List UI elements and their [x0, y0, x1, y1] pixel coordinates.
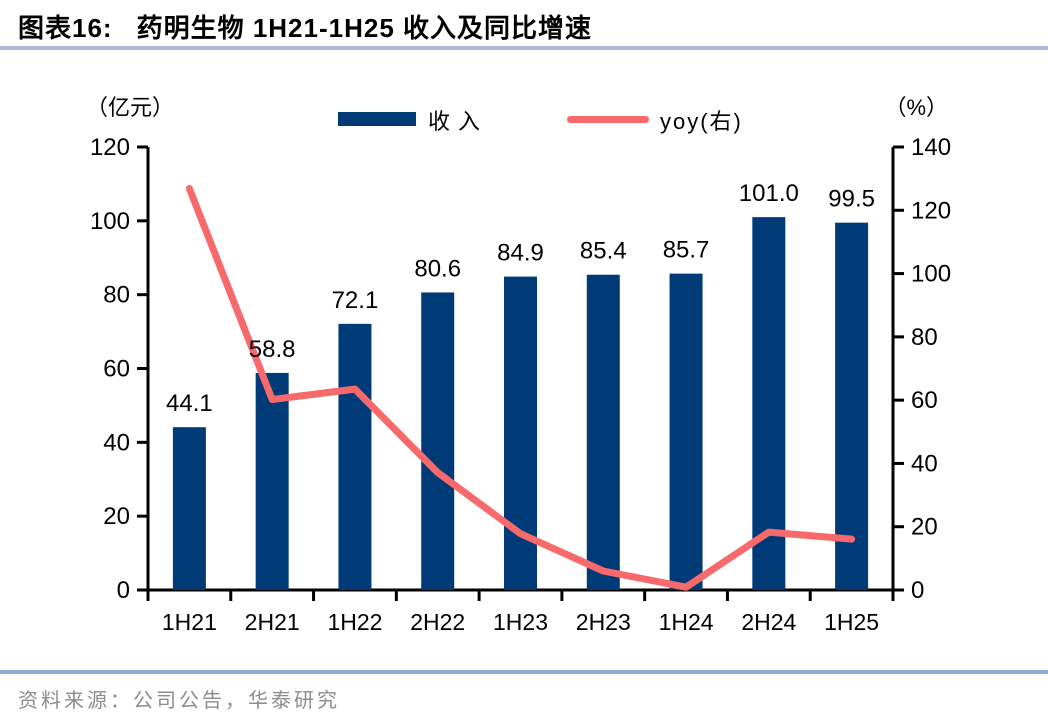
left-axis-tick-label: 20 [103, 503, 130, 530]
right-axis-tick-label: 60 [911, 387, 938, 414]
bar-value-label: 85.7 [663, 237, 710, 264]
right-axis-tick-label: 120 [911, 197, 951, 224]
revenue-bar [421, 292, 455, 590]
right-axis-tick-label: 100 [911, 261, 951, 288]
revenue-bar [835, 222, 869, 590]
revenue-bar [752, 217, 786, 590]
right-axis-tick-label: 80 [911, 324, 938, 351]
figure-title-text: 药明生物 1H21-1H25 收入及同比增速 [136, 13, 593, 43]
x-axis-label: 1H25 [824, 609, 879, 635]
left-axis-tick-label: 40 [103, 429, 130, 456]
revenue-bar [338, 323, 372, 590]
bar-value-label: 58.8 [249, 336, 296, 363]
x-axis-label: 2H23 [576, 609, 631, 635]
x-axis-label: 2H24 [741, 609, 796, 635]
right-axis-unit-label: （%） [884, 95, 948, 120]
bar-value-label: 85.4 [580, 238, 627, 265]
revenue-bar [255, 372, 289, 590]
left-axis-tick-label: 60 [103, 356, 130, 383]
left-axis-tick-label: 0 [117, 577, 130, 604]
x-axis-label: 1H24 [659, 609, 714, 635]
x-axis-label: 2H22 [410, 609, 465, 635]
revenue-bar [586, 274, 620, 590]
title-divider [0, 46, 1048, 50]
x-axis-label: 1H22 [327, 609, 382, 635]
bar-value-label: 44.1 [166, 390, 213, 417]
right-axis-tick-label: 40 [911, 450, 938, 477]
right-axis-tick-label: 140 [911, 134, 951, 161]
revenue-bar [504, 276, 537, 590]
left-axis-tick-label: 120 [90, 134, 130, 161]
yoy-line [185, 185, 856, 591]
source-note: 资料来源：公司公告，华泰研究 [18, 690, 340, 712]
bar-value-label: 101.0 [739, 180, 799, 207]
chart-legend: 收入 yoy(右) [0, 100, 1048, 134]
figure-number-label: 图表16: [18, 13, 113, 43]
yoy-legend-label: yoy(右) [660, 109, 743, 134]
revenue-legend-swatch [338, 112, 416, 126]
left-axis-unit-label: （亿元） [86, 95, 175, 120]
right-axis-tick-label: 0 [911, 577, 924, 604]
footer-divider [0, 670, 1048, 674]
revenue-bar [172, 427, 206, 590]
bar-value-label: 80.6 [414, 255, 461, 282]
x-axis-label: 2H21 [245, 609, 300, 635]
revenue-yoy-combo-chart: 0 20 40 60 80 100 120 0 20 40 60 80 100 120 140 1H21 2H2… [90, 134, 951, 635]
revenue-bar [669, 273, 703, 590]
right-axis-tick-label: 20 [911, 514, 938, 541]
left-axis-tick-label: 80 [103, 282, 130, 309]
bar-value-label: 99.5 [828, 186, 875, 213]
yoy-legend-line [567, 116, 649, 123]
x-axis-label: 1H23 [493, 609, 548, 635]
left-axis-tick-label: 100 [90, 208, 130, 235]
revenue-legend-label: 收入 [428, 109, 489, 134]
bar-value-label: 72.1 [332, 287, 379, 314]
x-axis-label: 1H21 [162, 609, 217, 635]
figure-title: 图表16: 药明生物 1H21-1H25 收入及同比增速 [18, 8, 592, 45]
bar-value-label: 84.9 [497, 240, 544, 267]
